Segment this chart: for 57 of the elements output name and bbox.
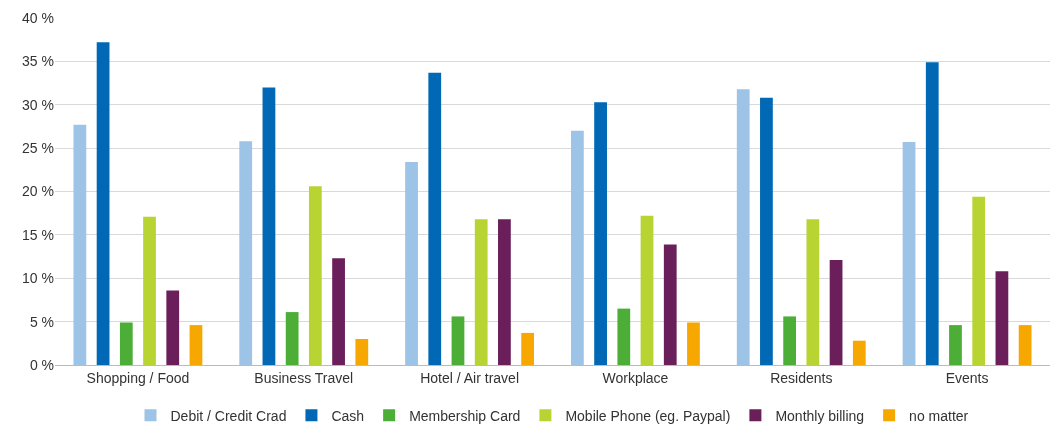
y-tick-label: 25 % bbox=[22, 140, 54, 157]
y-tick-label: 10 % bbox=[22, 270, 54, 287]
bar bbox=[640, 215, 654, 365]
bar bbox=[405, 162, 418, 365]
bar bbox=[285, 312, 299, 365]
bar bbox=[687, 322, 700, 365]
bar bbox=[760, 97, 773, 365]
x-tick-label: Residents bbox=[770, 369, 833, 386]
bar bbox=[189, 325, 203, 365]
x-tick-label: Events bbox=[945, 369, 989, 386]
x-tick-label: Shopping / Food bbox=[86, 369, 190, 386]
legend-label: Monthly billing bbox=[775, 407, 865, 424]
bar bbox=[521, 332, 535, 365]
legend-label: no matter bbox=[909, 407, 969, 424]
bar bbox=[949, 325, 962, 365]
y-tick-label: 20 % bbox=[22, 183, 54, 200]
bar bbox=[239, 141, 253, 365]
bar bbox=[96, 42, 110, 365]
y-tick-label: 0 % bbox=[29, 356, 54, 373]
bar bbox=[783, 316, 797, 365]
bar bbox=[902, 142, 916, 365]
legend-label: Cash bbox=[331, 407, 365, 424]
bar bbox=[73, 124, 87, 365]
y-tick-label: 40 % bbox=[22, 9, 54, 26]
bar bbox=[451, 316, 465, 365]
bar bbox=[570, 130, 584, 365]
y-tick-label: 5 % bbox=[29, 313, 54, 330]
bar bbox=[829, 260, 843, 365]
bar bbox=[119, 322, 133, 365]
legend-label: Debit / Credit Crad bbox=[170, 407, 287, 424]
bar bbox=[617, 308, 631, 365]
bar bbox=[166, 290, 180, 365]
bar bbox=[736, 89, 750, 365]
x-tick-label: Business Travel bbox=[254, 369, 354, 386]
bar bbox=[663, 244, 677, 365]
y-tick-label: 30 % bbox=[22, 96, 54, 113]
bar bbox=[143, 216, 156, 365]
y-tick-label: 35 % bbox=[22, 53, 54, 70]
legend-label: Membership Card bbox=[409, 407, 521, 424]
bar bbox=[1018, 325, 1032, 365]
bar bbox=[972, 196, 986, 365]
bar bbox=[262, 87, 276, 365]
bar bbox=[474, 219, 488, 365]
bar bbox=[594, 102, 607, 365]
bar bbox=[806, 219, 820, 365]
bar bbox=[995, 271, 1009, 365]
bar bbox=[498, 219, 511, 365]
y-tick-label: 15 % bbox=[22, 226, 54, 243]
legend-label: Mobile Phone (eg. Paypal) bbox=[565, 407, 731, 424]
bar bbox=[852, 340, 866, 365]
bar bbox=[308, 186, 322, 365]
bar bbox=[332, 258, 345, 365]
bar bbox=[355, 338, 369, 365]
bar bbox=[428, 72, 442, 365]
x-tick-label: Workplace bbox=[602, 369, 669, 386]
x-tick-label: Hotel / Air travel bbox=[420, 369, 519, 386]
bar bbox=[925, 62, 939, 365]
